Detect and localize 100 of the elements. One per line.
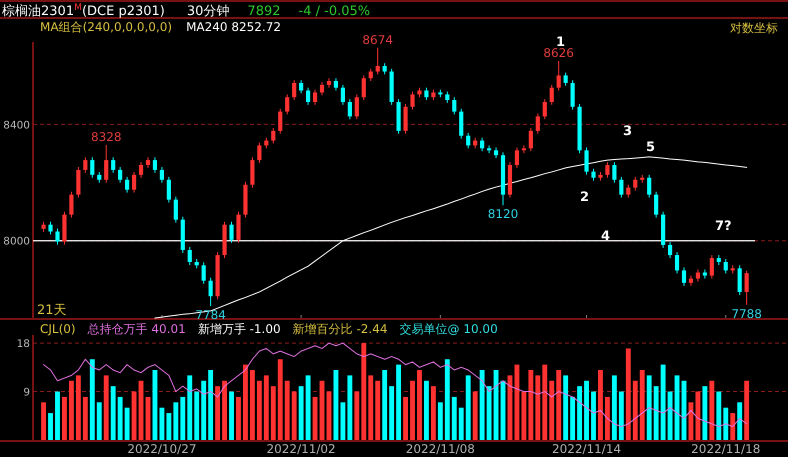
candlestick [111,156,116,174]
bar [55,392,60,440]
bar [76,375,81,440]
bar [132,392,136,440]
candlestick [716,254,721,266]
candlestick [194,258,199,269]
bar [187,375,192,440]
candlestick [424,87,429,101]
x-tick-label: 2022/11/14 [552,442,622,456]
annotation: 21天 [37,303,67,318]
candlestick [202,262,206,284]
candlestick [696,269,700,282]
annotation: 4 [601,229,610,244]
candlestick [83,156,88,174]
text: 7892 [247,4,281,19]
candlestick [90,156,94,178]
bar [660,364,666,440]
candlestick [702,269,707,280]
bar [347,375,352,440]
bar [320,380,324,440]
candlestick [362,74,366,101]
bar [236,396,241,440]
bar [201,380,206,440]
bar [340,402,346,440]
bar [180,396,186,440]
annotation: 3 [623,124,632,139]
x-tick-label: 2022/11/02 [266,442,336,456]
bar [104,375,109,440]
bar [508,375,512,440]
bar [68,380,74,440]
bar [298,386,304,440]
candlestick [376,47,380,75]
annotation: 7788 [731,306,762,321]
bar [396,364,402,440]
bar [528,370,534,440]
candlestick [292,80,296,101]
bar [430,386,436,440]
annotation: 8626 [543,46,574,60]
candlestick [278,108,282,134]
bar [326,392,332,440]
bar [354,392,360,440]
candlestick [605,162,610,178]
candlestick [320,82,324,96]
candlestick [118,166,122,184]
annotation: 5 [646,140,656,155]
candlestick [138,162,144,178]
annotation: 交易单位@ 10.00 [400,322,498,336]
candlestick [334,78,338,91]
bar [682,380,686,440]
candlestick [354,94,359,120]
annotation: 8674 [362,32,393,47]
bar [542,364,548,440]
bar [458,408,464,440]
bar [173,402,178,440]
candlestick [626,184,630,198]
x-tick-label: 2022/11/18 [691,442,760,456]
candlestick [619,176,624,198]
y-tick-label: 8400 [3,119,30,132]
text: 30分钟 [186,4,230,19]
bar [709,380,714,440]
bar [222,380,227,440]
y-tick-label: 8000 [3,236,30,248]
y-tick-label: 18 [16,338,30,350]
x-tick-label: 2022/10/27 [127,442,196,456]
bar [229,392,234,440]
candlestick [48,221,53,235]
bar [702,386,708,440]
candlestick [668,241,672,259]
annotation: 8120 [488,207,518,222]
candlestick [744,270,749,306]
bar [744,380,750,440]
bar [410,380,415,440]
bar [264,375,269,440]
bar [723,408,728,440]
candlestick [97,171,102,184]
bar [312,396,318,440]
candlestick [710,254,714,280]
candlestick [348,98,352,120]
bar [438,402,443,440]
bar [444,359,450,440]
candlestick [466,132,470,149]
bar [159,408,164,440]
bar [654,386,659,440]
bar [256,380,262,440]
candlestick [633,176,638,192]
candlestick [682,266,686,286]
bar [284,380,290,440]
bar [382,370,388,440]
annotation: 7? [715,219,732,234]
candlestick [264,137,268,149]
bar [612,375,617,440]
annotation: 2 [580,190,590,205]
x-tick-label: 2022/11/08 [406,442,475,456]
bar [695,392,700,440]
bar [472,392,478,440]
candlestick [257,142,262,164]
candlestick [674,252,680,274]
candlestick [417,87,422,98]
candlestick [410,91,415,110]
candlestick [584,146,589,176]
